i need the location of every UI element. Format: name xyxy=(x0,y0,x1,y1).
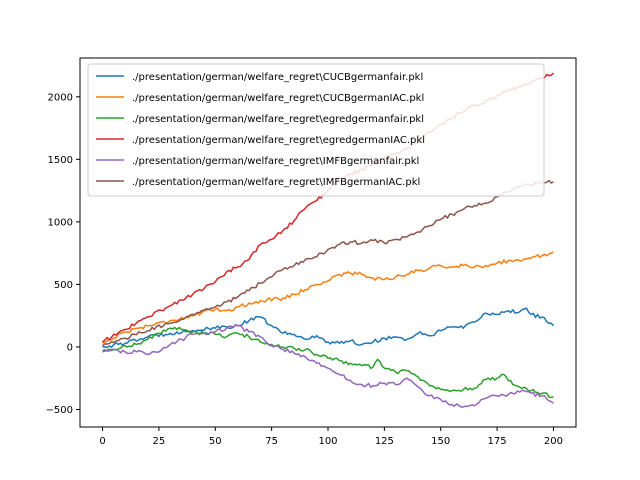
y-tick-label: 1000 xyxy=(48,217,73,228)
y-tick-label: 0 xyxy=(67,342,73,353)
x-tick-label: 50 xyxy=(209,436,222,447)
x-tick-label: 150 xyxy=(431,436,450,447)
series-line-1 xyxy=(102,307,555,349)
legend-label-5: ./presentation/german/welfare_regret\IMF… xyxy=(132,156,419,167)
x-tick-label: 175 xyxy=(488,436,507,447)
x-tick-label: 200 xyxy=(544,436,563,447)
y-tick-label: 500 xyxy=(54,280,73,291)
legend-label-6: ./presentation/german/welfare_regret\IMF… xyxy=(132,177,420,188)
series-line-2 xyxy=(102,251,554,344)
series-line-5 xyxy=(102,324,554,408)
legend-box xyxy=(87,63,545,197)
x-tick-label: 100 xyxy=(318,436,337,447)
series-line-6 xyxy=(102,179,554,347)
legend-label-2: ./presentation/german/welfare_regret\CUC… xyxy=(132,93,424,104)
legend: ./presentation/german/welfare_regret\CUC… xyxy=(87,63,545,197)
y-tick-label: 1500 xyxy=(48,155,73,166)
x-tick-label: 0 xyxy=(99,436,105,447)
series-line-3 xyxy=(102,326,554,399)
x-tick-label: 25 xyxy=(153,436,166,447)
legend-label-1: ./presentation/german/welfare_regret\CUC… xyxy=(132,72,423,83)
y-tick-label: 2000 xyxy=(48,92,73,103)
legend-label-4: ./presentation/german/welfare_regret\egr… xyxy=(132,135,425,146)
x-tick-label: 125 xyxy=(375,436,394,447)
y-tick-label: −500 xyxy=(46,405,73,416)
x-tick-label: 75 xyxy=(265,436,278,447)
y-axis: −500 0 500 1000 1500 2000 xyxy=(46,92,80,416)
x-axis: 0 25 50 75 100 125 150 175 200 xyxy=(99,427,563,447)
legend-label-3: ./presentation/german/welfare_regret\egr… xyxy=(132,114,424,125)
